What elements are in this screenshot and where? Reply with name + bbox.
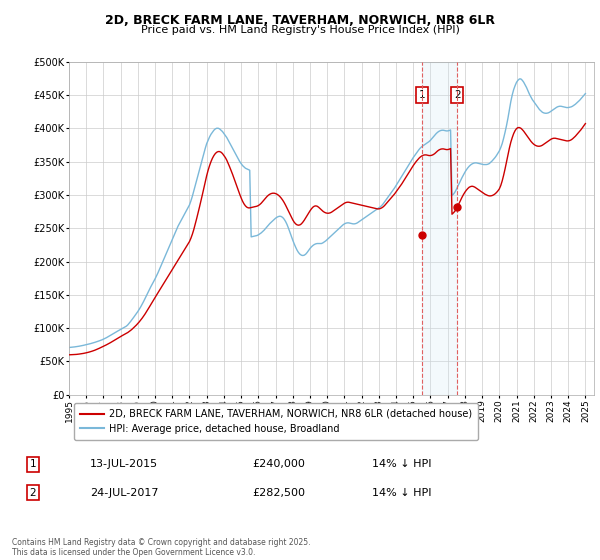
Text: £240,000: £240,000 [252, 459, 305, 469]
Text: 2: 2 [454, 90, 461, 100]
Text: 2: 2 [29, 488, 37, 498]
Text: 13-JUL-2015: 13-JUL-2015 [90, 459, 158, 469]
Text: 1: 1 [419, 90, 425, 100]
Text: £282,500: £282,500 [252, 488, 305, 498]
Text: 24-JUL-2017: 24-JUL-2017 [90, 488, 158, 498]
Text: Contains HM Land Registry data © Crown copyright and database right 2025.
This d: Contains HM Land Registry data © Crown c… [12, 538, 311, 557]
Text: 1: 1 [29, 459, 37, 469]
Text: 14% ↓ HPI: 14% ↓ HPI [372, 459, 431, 469]
Text: 14% ↓ HPI: 14% ↓ HPI [372, 488, 431, 498]
Text: 2D, BRECK FARM LANE, TAVERHAM, NORWICH, NR8 6LR: 2D, BRECK FARM LANE, TAVERHAM, NORWICH, … [105, 14, 495, 27]
Text: Price paid vs. HM Land Registry's House Price Index (HPI): Price paid vs. HM Land Registry's House … [140, 25, 460, 35]
Legend: 2D, BRECK FARM LANE, TAVERHAM, NORWICH, NR8 6LR (detached house), HPI: Average p: 2D, BRECK FARM LANE, TAVERHAM, NORWICH, … [74, 403, 478, 440]
Bar [422, 62, 457, 395]
